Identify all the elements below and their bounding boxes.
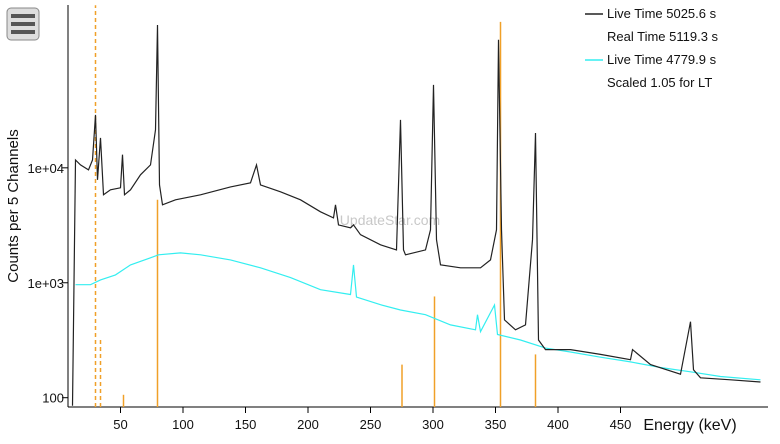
x-tick-label: 200 (297, 417, 319, 432)
watermark: UpdateStar.com (340, 212, 440, 228)
x-tick-label: 150 (235, 417, 257, 432)
x-tick-label: 300 (422, 417, 444, 432)
x-tick-label: 100 (172, 417, 194, 432)
x-tick-label: 400 (547, 417, 569, 432)
x-tick-label: 250 (360, 417, 382, 432)
spectrum-line (75, 252, 761, 381)
legend-detail: Real Time 5119.3 s (607, 29, 719, 44)
spectrum-line (71, 24, 761, 406)
legend-detail: Scaled 1.05 for LT (607, 75, 712, 90)
menu-button[interactable] (6, 7, 40, 41)
x-tick-label: 450 (610, 417, 632, 432)
y-axis-label: Counts per 5 Channels (5, 129, 22, 282)
x-axis-label: Energy (keV) (643, 417, 736, 434)
y-tick-label: 1e+04 (27, 161, 64, 176)
legend-label: Live Time 4779.9 s (607, 52, 717, 67)
y-tick-label: 1e+03 (27, 276, 64, 291)
x-tick-label: 350 (485, 417, 507, 432)
x-tick-label: 50 (113, 417, 127, 432)
y-tick-label: 100 (42, 391, 64, 406)
legend-label: Live Time 5025.6 s (607, 6, 717, 21)
